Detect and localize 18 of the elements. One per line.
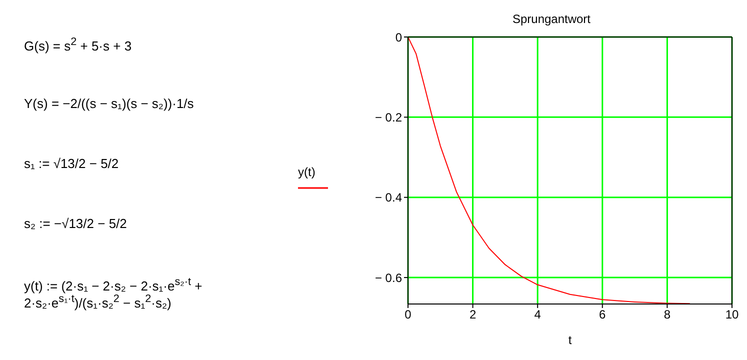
x-axis-title: t [568,333,572,347]
x-tick-label: 10 [725,308,739,322]
y-tick-label: − 0.2 [374,110,402,124]
text: s₁ := √13/2 − 5/2 [23,156,120,173]
x-tick-label: 6 [599,308,606,322]
x-tick-label: 4 [534,308,542,322]
y-tick-label: 0 [395,30,402,44]
text: s₂ := −√13/2 − 5/2 [23,216,128,233]
text: G(s) = s$^{2}$ + 5·s + 3 [23,36,133,56]
x-tick-label: 2 [469,308,476,322]
text: Y(s) = −2/((s − s₁)(s − s₂))·1/s [23,96,195,113]
x-tick-label: 8 [664,308,671,322]
chart-title: Sprungantwort [511,12,592,26]
text: y(t) := (2·s₁ − 2·s₂ − 2·s₁·e$^{s₂·t}$ + 2·s₂·e$^{s₁·t}$)/(s₁·s₂$^{2}$ − s₁$^{2}$·s₂) [24,276,202,311]
y-tick-label: − 0.6 [374,270,402,285]
text: y(t) [298,165,316,179]
y-tick-label: − 0.4 [374,190,402,205]
x-tick-label: 0 [404,308,412,322]
